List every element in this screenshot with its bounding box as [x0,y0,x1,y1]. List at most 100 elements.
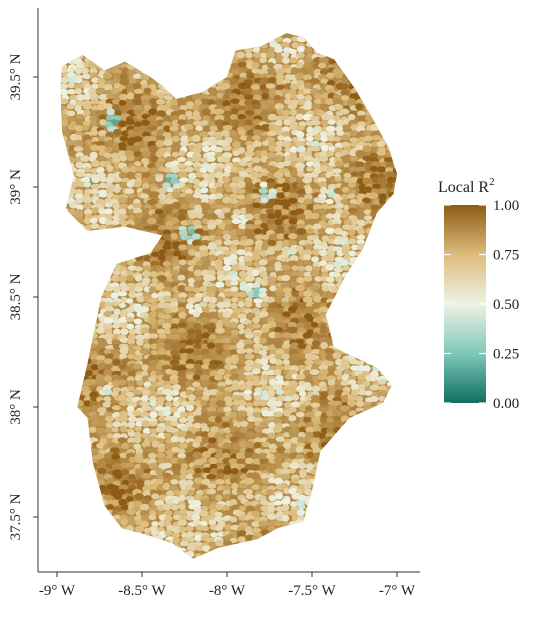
r2-cell [394,425,398,432]
r2-cell [215,503,224,511]
r2-cell [201,108,212,116]
r2-cell [254,219,263,226]
r2-cell [99,233,108,240]
r2-cell [395,163,398,170]
r2-cell [408,150,416,157]
r2-cell [409,390,419,397]
r2-cell [155,363,163,371]
r2-cell [370,210,378,216]
r2-cell [134,161,142,167]
r2-cell [172,467,181,475]
r2-cell [179,359,189,365]
r2-cell [341,248,351,256]
r2-cell [320,119,329,127]
r2-cell [303,198,313,206]
r2-cell [222,311,232,318]
r2-cell [98,42,106,50]
r2-cell [355,58,364,65]
r2-cell [117,537,128,544]
r2-cell [304,283,313,289]
r2-cell [403,431,412,437]
r2-cell [66,229,76,236]
r2-cell [386,371,397,378]
r2-cell [379,89,388,96]
r2-cell [110,550,121,558]
r2-cell [281,301,290,308]
r2-cell [380,370,389,376]
r2-cell [320,341,328,350]
r2-cell [332,483,342,490]
r2-cell [341,458,349,465]
r2-cell [126,181,135,188]
r2-cell [384,499,394,505]
r2-cell [340,343,349,350]
r2-cell [281,332,292,339]
r2-cell [178,503,186,510]
r2-cell [370,322,381,330]
r2-cell [232,141,241,148]
r2-cell [199,120,209,126]
r2-cell [96,453,105,460]
r2-cell [326,457,336,464]
r2-cell [230,275,240,282]
r2-cell [305,243,313,251]
r2-cell [267,62,275,69]
r2-cell [401,490,409,496]
r2-cell [380,318,390,324]
r2-cell [380,212,390,219]
r2-cell [321,92,329,100]
r2-cell [177,285,187,292]
r2-cell [96,49,107,55]
r2-cell [376,432,386,438]
r2-cell [134,493,144,500]
r2-cell [201,239,210,247]
r2-cell [47,108,57,114]
r2-cell [377,234,386,241]
r2-cell [82,479,91,487]
r2-cell [98,208,107,215]
r2-cell [339,61,349,68]
r2-cell [231,264,241,272]
r2-cell [133,540,143,547]
r2-cell [302,296,313,303]
r2-cell [177,68,187,74]
r2-cell [356,239,365,245]
r2-cell [60,104,62,112]
r2-cell [81,343,90,351]
r2-cell [276,233,285,240]
r2-cell [126,553,135,559]
r2-cell [365,250,375,257]
r2-cell [48,167,55,173]
r2-cell [67,323,76,330]
r2-cell [45,200,54,205]
r2-cell [61,384,71,391]
r2-cell [288,430,298,438]
r2-cell [243,156,253,162]
r2-cell [47,241,55,248]
r2-cell [142,551,153,559]
r2-cell [186,353,196,360]
r2-cell [216,269,226,277]
r2-cell [275,348,285,356]
r2-cell [295,113,304,121]
r2-cell [222,350,232,357]
r2-cell [164,544,175,552]
r2-cell [201,332,211,339]
r2-cell [133,82,141,90]
r2-cell [253,298,263,304]
r2-cell [407,348,415,355]
r2-cell [296,551,306,558]
r2-cell [370,526,380,533]
r2-cell [280,88,289,94]
r2-cell [258,399,268,407]
r2-cell [388,344,397,350]
r2-cell [288,468,296,474]
r2-cell [261,364,271,371]
r2-cell [372,423,383,429]
r2-cell [177,274,186,281]
r2-cell [67,430,77,438]
r2-cell [269,349,278,356]
r2-cell [74,67,83,75]
r2-cell [320,509,329,515]
r2-cell [75,235,84,243]
